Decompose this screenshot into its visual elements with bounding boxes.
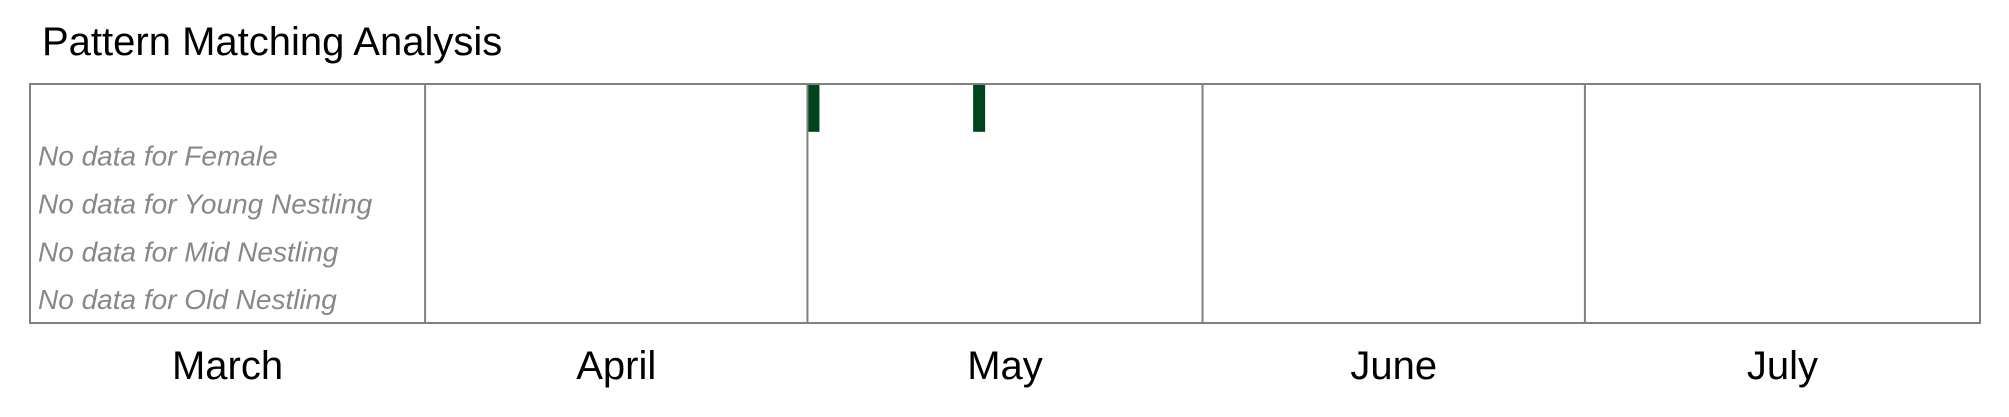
plot-frame [29, 83, 1981, 324]
month-label: April [576, 344, 656, 388]
month-label: June [1350, 344, 1437, 388]
chart-title: Pattern Matching Analysis [42, 20, 503, 64]
detection-bar [973, 84, 986, 132]
month-gridlines [424, 84, 1586, 323]
detection-bar [807, 84, 820, 132]
no-data-label: No data for Young Nestling [38, 189, 373, 220]
month-label: May [967, 344, 1043, 388]
detections-layer [807, 84, 986, 132]
month-label: March [172, 344, 283, 388]
month-labels: March April May June July [172, 344, 1818, 388]
no-data-labels: No data for Female No data for Young Nest… [38, 141, 373, 315]
month-label: July [1747, 344, 1818, 388]
no-data-label: No data for Old Nestling [38, 284, 337, 315]
no-data-label: No data for Female [38, 141, 278, 172]
no-data-label: No data for Mid Nestling [38, 236, 339, 267]
